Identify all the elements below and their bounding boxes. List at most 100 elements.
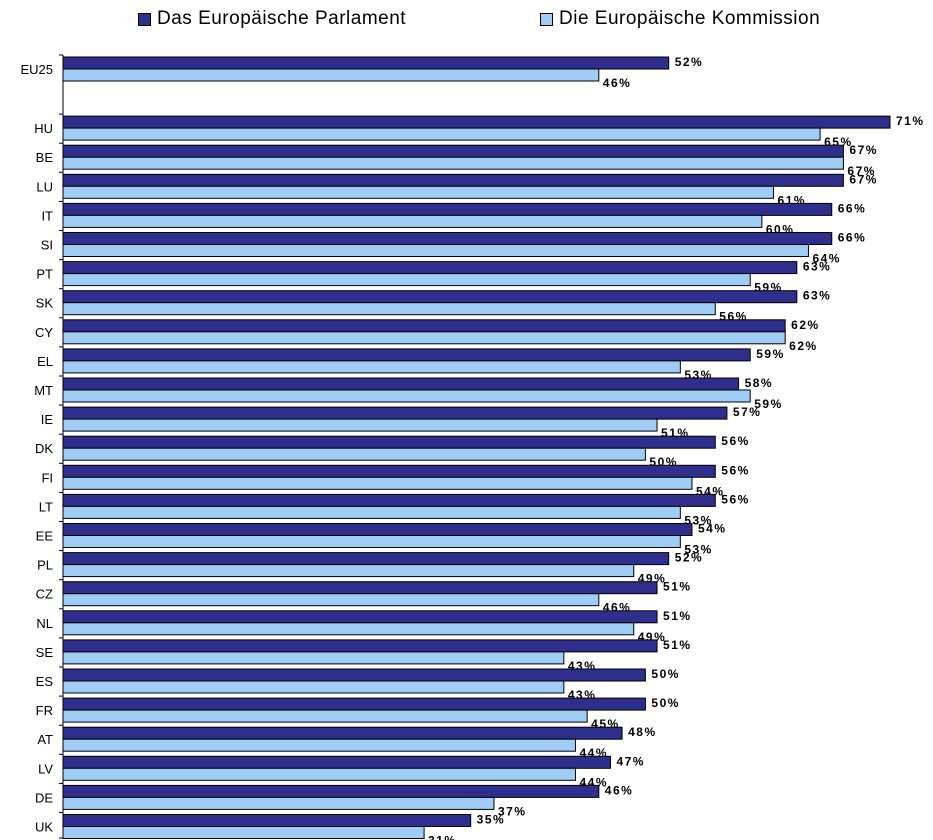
category-label: EE [36,529,54,544]
category-label: AT [37,732,53,747]
category-label: LV [38,761,53,776]
bar-parlament [62,406,728,420]
category-label: HU [34,121,53,136]
data-label-parlament: 63% [803,260,832,274]
bar-parlament [62,261,798,275]
bar-kommission [62,273,751,287]
category-label: EL [37,354,53,369]
legend-swatch-parlament [138,12,151,26]
bar-parlament [62,784,600,798]
bar-parlament [62,115,891,129]
category-label: FR [36,703,53,718]
data-label-parlament: 52% [675,551,704,565]
data-label-parlament: 35% [477,813,506,827]
data-label-kommission: 37% [498,804,527,818]
data-label-parlament: 58% [745,376,774,390]
category-label: BE [36,150,54,165]
data-label-parlament: 47% [616,754,645,768]
bar-kommission [62,826,425,839]
bar-kommission [62,622,635,636]
category-label: DE [35,790,53,805]
category-label: PT [36,267,53,282]
bar-parlament [62,464,716,478]
category-label: EU25 [20,62,53,77]
bar-kommission [62,244,809,257]
data-label-parlament: 51% [663,638,692,652]
bar-kommission [62,302,716,316]
category-label: MT [34,383,53,398]
data-label-parlament: 71% [896,114,925,128]
bar-parlament [62,493,716,507]
bar-kommission [62,331,786,345]
data-label-parlament: 66% [838,201,867,215]
bar-parlament [62,610,658,624]
category-label: LT [39,499,53,514]
data-label-parlament: 67% [849,143,878,157]
data-label-parlament: 46% [605,783,634,797]
bar-parlament [62,523,693,536]
bar-kommission [62,185,775,199]
bar-kommission [62,535,681,548]
legend: Das Europäische Parlament Die Europäisch… [0,8,933,34]
bar-parlament [62,639,658,653]
bar-kommission [62,214,763,228]
data-label-parlament: 56% [721,492,750,506]
legend-swatch-kommission [540,12,553,26]
category-label: ES [36,674,54,689]
bar-kommission [62,709,588,723]
data-label-parlament: 56% [721,463,750,477]
data-label-kommission: 31% [428,834,457,840]
data-label-parlament: 48% [628,725,657,739]
category-label: UK [35,820,53,835]
bar-parlament [62,697,646,711]
bar-parlament [62,581,658,595]
data-label-kommission: 59% [754,397,783,411]
bar-parlament [62,290,798,304]
data-label-parlament: 62% [791,318,820,332]
bar-parlament [62,202,833,216]
data-label-parlament: 52% [675,55,704,69]
data-label-parlament: 67% [849,172,878,186]
legend-item-kommission: Die Europäische Kommission [540,8,820,30]
bar-parlament [62,552,670,566]
data-label-parlament: 50% [651,667,680,681]
bar-kommission [62,360,681,374]
bar-kommission [62,651,565,665]
bar-kommission [62,127,821,141]
category-label: FI [41,470,53,485]
category-label: LU [36,179,53,194]
category-label: SE [36,645,54,660]
category-label: SK [36,296,54,311]
bar-parlament [62,232,833,245]
bar-kommission [62,738,577,752]
legend-label-parlament: Das Europäische Parlament [157,8,407,29]
category-label: CZ [36,587,53,602]
bar-parlament [62,668,646,682]
bar-kommission [62,564,635,578]
bar-kommission [62,389,751,403]
data-label-parlament: 57% [733,405,762,419]
data-label-parlament: 50% [651,696,680,710]
category-label: IE [41,412,54,427]
category-label: NL [36,616,53,631]
data-label-parlament: 63% [803,289,832,303]
bar-parlament [62,319,786,333]
bar-parlament [62,377,740,391]
category-label: PL [37,558,53,573]
category-label: SI [41,238,53,253]
bar-kommission [62,447,646,461]
bar-kommission [62,476,693,490]
bar-parlament [62,56,670,70]
data-label-kommission: 64% [812,252,841,266]
bar-kommission [62,796,495,810]
bar-kommission [62,505,681,519]
category-label: DK [35,441,53,456]
legend-item-parlament: Das Europäische Parlament [138,8,406,30]
data-label-kommission: 62% [789,339,818,353]
bar-parlament [62,814,472,827]
data-label-parlament: 66% [838,231,867,245]
data-label-parlament: 51% [663,609,692,623]
data-label-kommission: 53% [684,543,713,557]
bar-kommission [62,593,600,607]
